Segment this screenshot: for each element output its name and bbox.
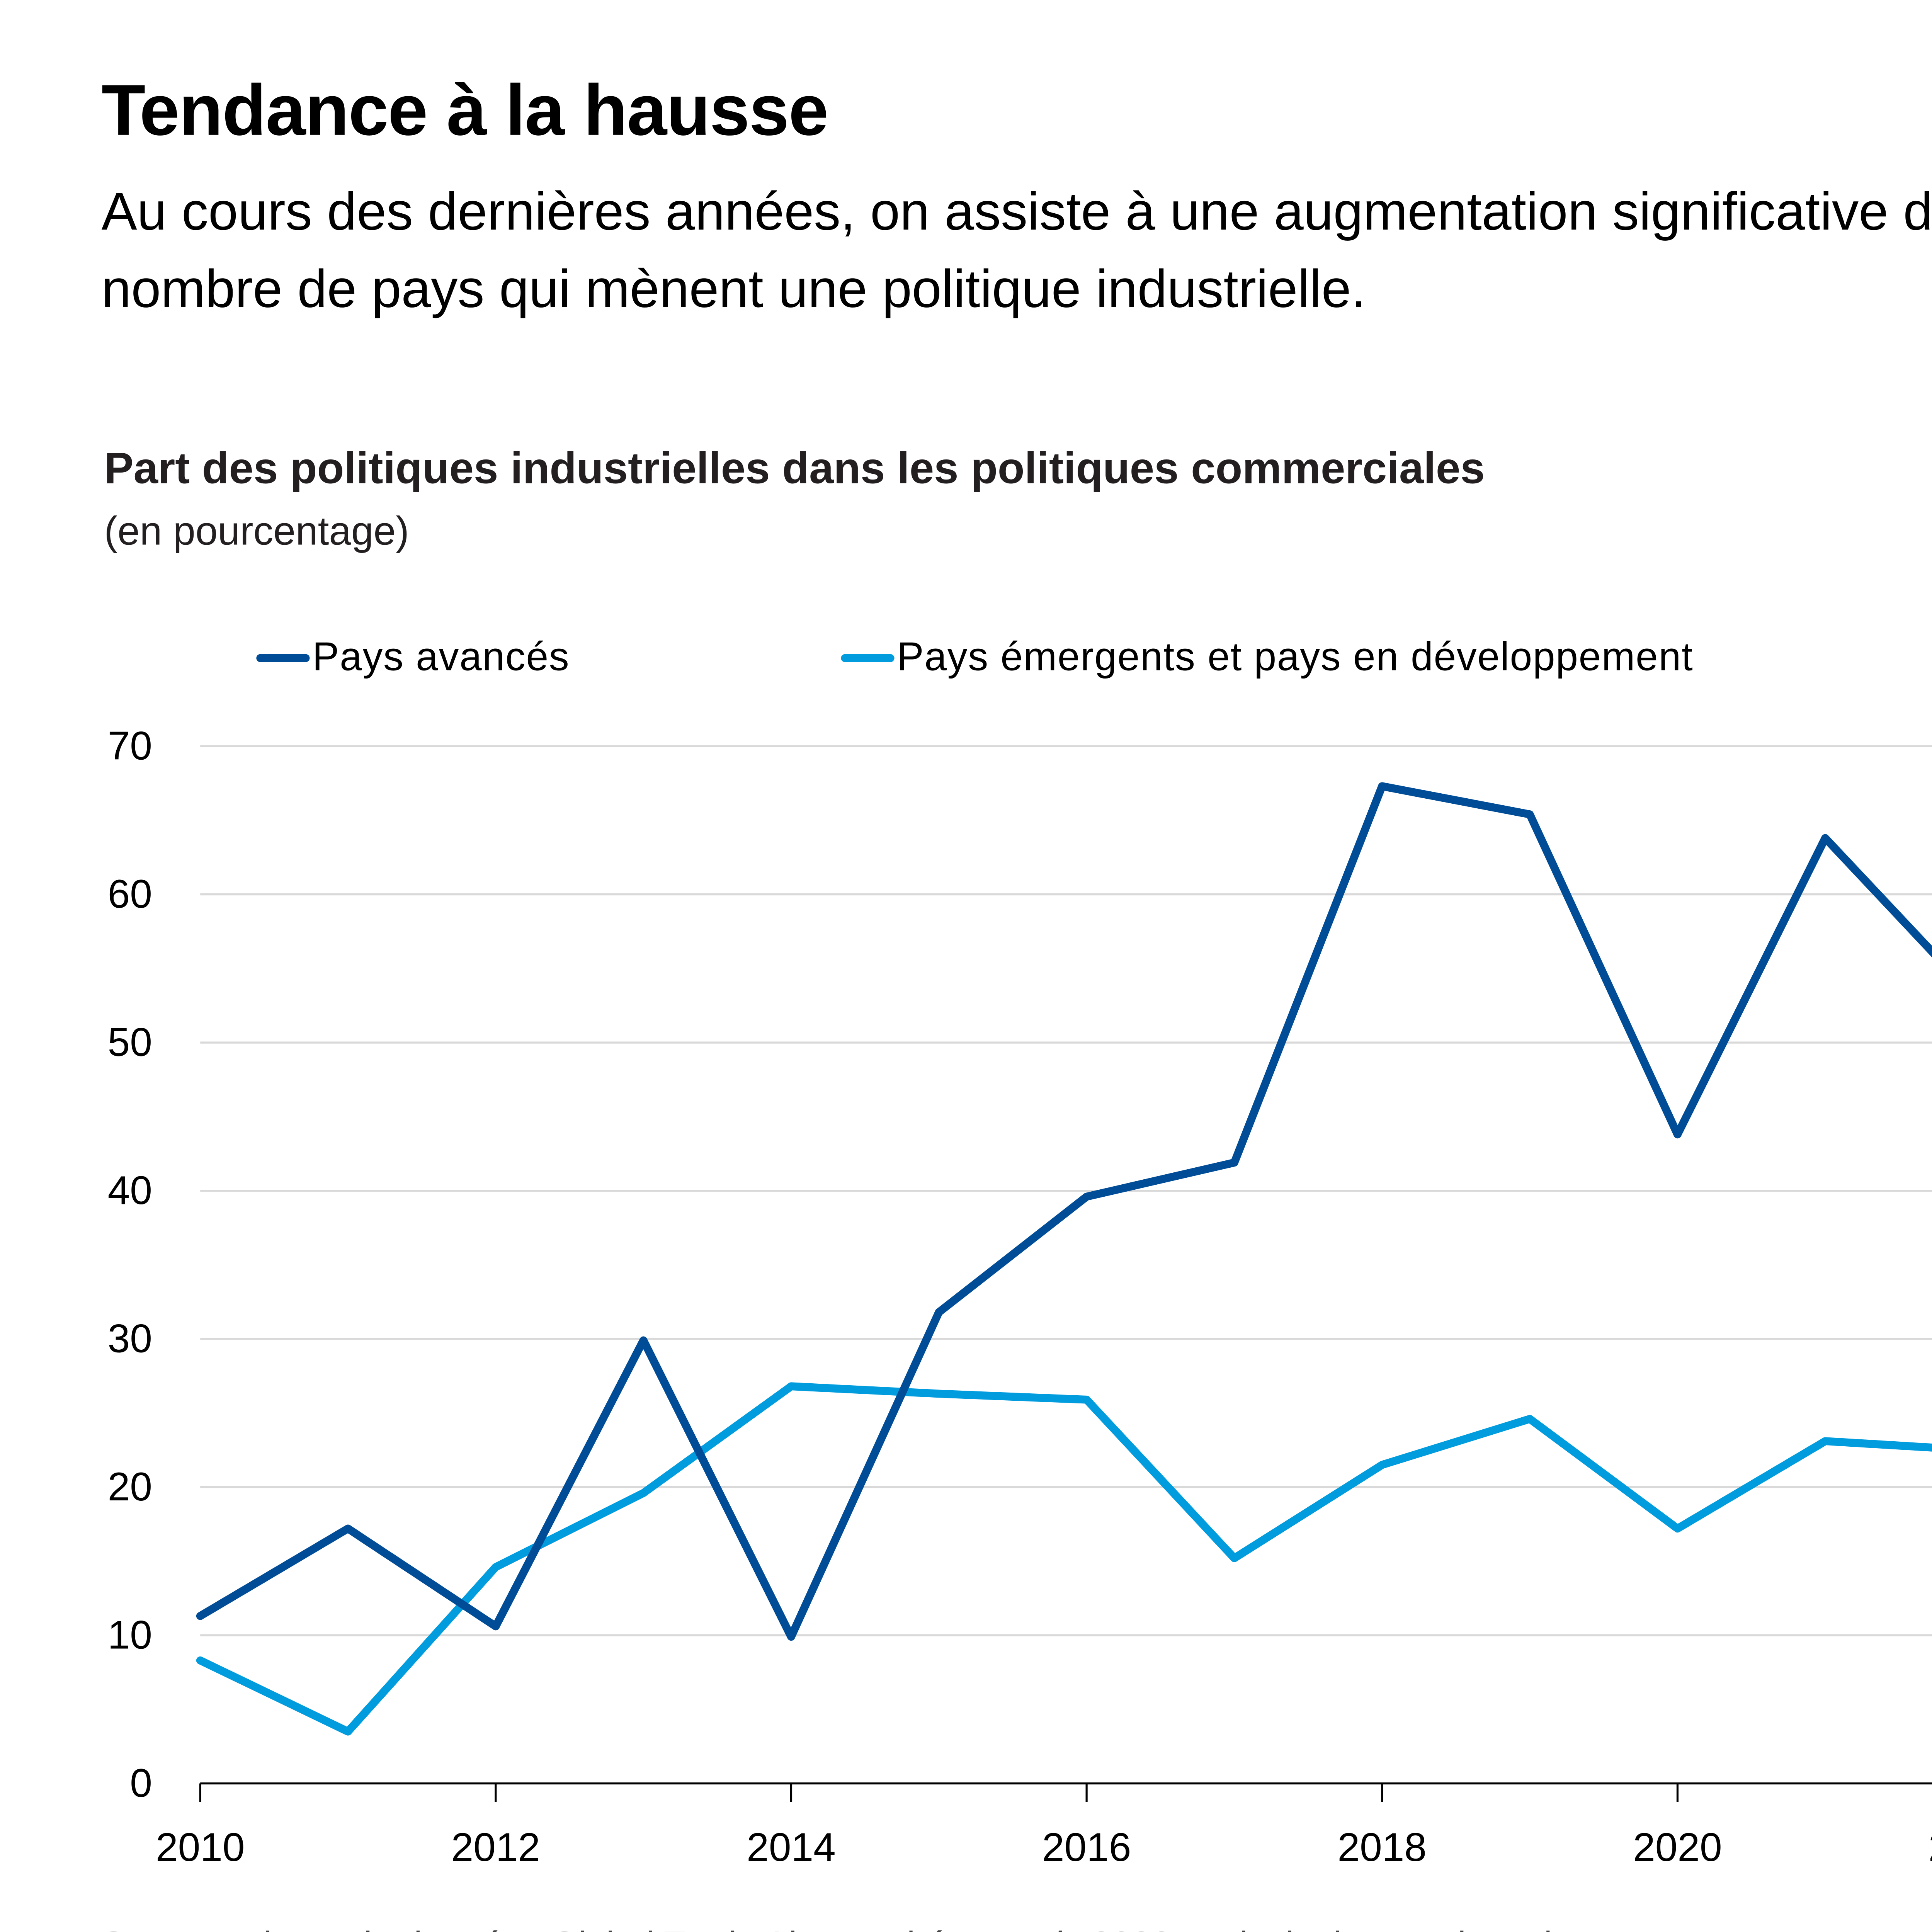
- y-tick-label: 70: [108, 723, 152, 768]
- x-tick-label: 2022: [1929, 1825, 1932, 1869]
- y-tick-label: 30: [108, 1316, 152, 1361]
- y-tick-label: 50: [108, 1020, 152, 1065]
- x-tick-label: 2018: [1338, 1825, 1427, 1869]
- page-subtitle: Au cours des dernières années, on assist…: [101, 183, 1932, 319]
- legend-item-emerging: Pays émergents et pays en développement: [841, 635, 1693, 680]
- series-line-emerging: [196, 1382, 1932, 1736]
- x-tick-label: 2016: [1042, 1825, 1131, 1869]
- x-tick-label: 2010: [156, 1825, 245, 1869]
- gridlines: [200, 745, 1932, 1636]
- legend-swatch-advanced: [256, 654, 310, 662]
- y-axis-ticks: 0 10 20 30 40 50 60 70: [108, 723, 152, 1805]
- legend-label-advanced: Pays avancés: [312, 635, 570, 680]
- legend-swatch-emerging: [841, 654, 895, 662]
- y-tick-label: 40: [108, 1168, 152, 1213]
- y-tick-label: 10: [108, 1612, 152, 1657]
- y-tick-label: 60: [108, 871, 152, 916]
- x-tick-label: 2020: [1633, 1825, 1722, 1869]
- x-tick-label: 2012: [451, 1825, 541, 1869]
- chart-title: Part des politiques industrielles dans l…: [104, 443, 1485, 493]
- legend-label-emerging: Pays émergents et pays en développement: [897, 635, 1694, 680]
- x-axis: 2010 2012 2014 2016 2018 2020 2022: [156, 1782, 1932, 1869]
- chart-unit: (en pourcentage): [104, 510, 409, 554]
- legend-item-advanced: Pays avancés: [256, 635, 570, 680]
- series-line-advanced: [196, 782, 1932, 1641]
- y-tick-label: 0: [130, 1760, 152, 1805]
- page-title: Tendance à la hausse: [101, 71, 829, 151]
- source-italic: et al.: [993, 1925, 1071, 1932]
- x-tick-label: 2014: [747, 1825, 836, 1869]
- chart-legend: Pays avancés Pays émergents et pays en d…: [0, 635, 1932, 689]
- source-prefix: Sources : base de données Global Trade A…: [102, 1925, 993, 1932]
- series-lines: [196, 782, 1932, 1736]
- y-tick-label: 20: [108, 1464, 152, 1509]
- source-suffix: , 2022 ; calculs des services du FMI.: [102, 1925, 1572, 1932]
- source-note: Sources : base de données Global Trade A…: [102, 1920, 1637, 1932]
